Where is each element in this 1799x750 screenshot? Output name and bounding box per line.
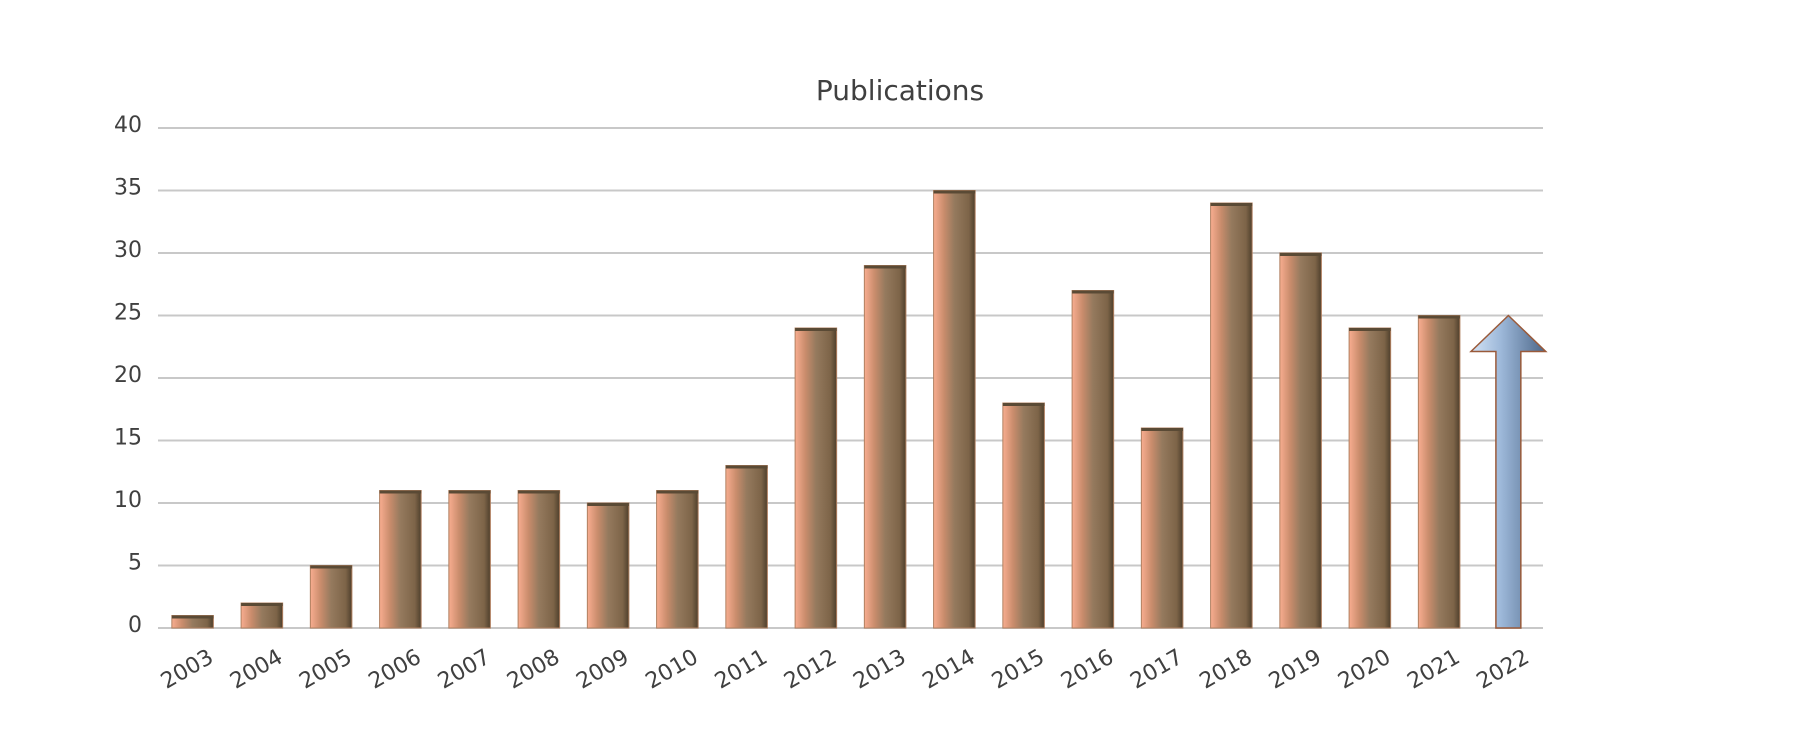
- x-tick-label: 2017: [1126, 645, 1187, 695]
- bar: [656, 490, 699, 629]
- x-tick-label: 2014: [919, 645, 980, 695]
- x-tick-label: 2003: [157, 645, 218, 695]
- bar: [933, 190, 976, 629]
- bar-top: [310, 565, 352, 569]
- x-tick-label: 2009: [572, 645, 633, 695]
- bar-top: [448, 490, 491, 494]
- bar: [863, 265, 907, 629]
- x-tick-label: 2019: [1265, 645, 1326, 695]
- bar: [1140, 427, 1184, 629]
- y-tick-label: 15: [114, 426, 142, 451]
- bar-top: [1279, 253, 1322, 256]
- bar: [517, 490, 561, 629]
- y-tick-label: 30: [114, 238, 142, 263]
- y-tick-label: 10: [114, 488, 142, 513]
- bar-top: [241, 603, 283, 606]
- bar-top: [1072, 290, 1114, 294]
- bar-top: [587, 503, 629, 506]
- x-tick-label: 2021: [1403, 645, 1464, 695]
- bar-top: [1349, 328, 1391, 331]
- x-tick-label: 2011: [711, 645, 772, 695]
- bar-top: [933, 190, 976, 194]
- bar: [1210, 202, 1253, 629]
- bar: [448, 490, 491, 629]
- bar: [240, 602, 284, 629]
- x-tick-label: 2004: [226, 645, 287, 695]
- x-tick-label: 2016: [1057, 645, 1118, 695]
- bar-top: [1210, 203, 1253, 206]
- bar-top: [725, 465, 768, 469]
- bar: [1279, 252, 1322, 629]
- bar: [309, 565, 353, 629]
- bar-top: [656, 490, 699, 494]
- y-tick-label: 0: [128, 613, 142, 638]
- bar-top: [171, 615, 214, 619]
- bar: [1071, 290, 1115, 629]
- x-tick-label: 2022: [1473, 645, 1534, 695]
- bar-top: [1002, 403, 1045, 406]
- y-tick-label: 40: [114, 113, 142, 138]
- bar-top: [379, 490, 422, 494]
- arrow-bar: [1469, 314, 1548, 629]
- bar-top: [795, 328, 837, 331]
- chart-title: Publications: [816, 74, 984, 107]
- bar: [379, 490, 422, 629]
- x-tick-label: 2008: [503, 645, 564, 695]
- y-tick-label: 25: [114, 301, 142, 326]
- bar-top: [518, 490, 560, 494]
- x-tick-label: 2012: [780, 645, 841, 695]
- y-tick-label: 20: [114, 363, 142, 388]
- bar-top: [1141, 428, 1183, 431]
- x-tick-label: 2020: [1334, 645, 1395, 695]
- y-tick-label: 5: [128, 551, 142, 576]
- x-tick-label: 2007: [434, 645, 495, 695]
- x-tick-label: 2013: [849, 645, 910, 695]
- bar: [1002, 402, 1045, 629]
- bar: [586, 502, 630, 629]
- x-tick-label: 2005: [295, 645, 356, 695]
- bar: [1417, 315, 1461, 629]
- x-tick-label: 2018: [1196, 645, 1257, 695]
- bar-top: [864, 265, 906, 269]
- bar: [794, 327, 838, 629]
- bar: [725, 465, 768, 629]
- bar-top: [1418, 315, 1460, 319]
- x-tick-label: 2006: [365, 645, 426, 695]
- x-tick-label: 2015: [988, 645, 1049, 695]
- bar: [1348, 327, 1392, 629]
- x-tick-label: 2010: [642, 645, 703, 695]
- y-tick-label: 35: [114, 176, 142, 201]
